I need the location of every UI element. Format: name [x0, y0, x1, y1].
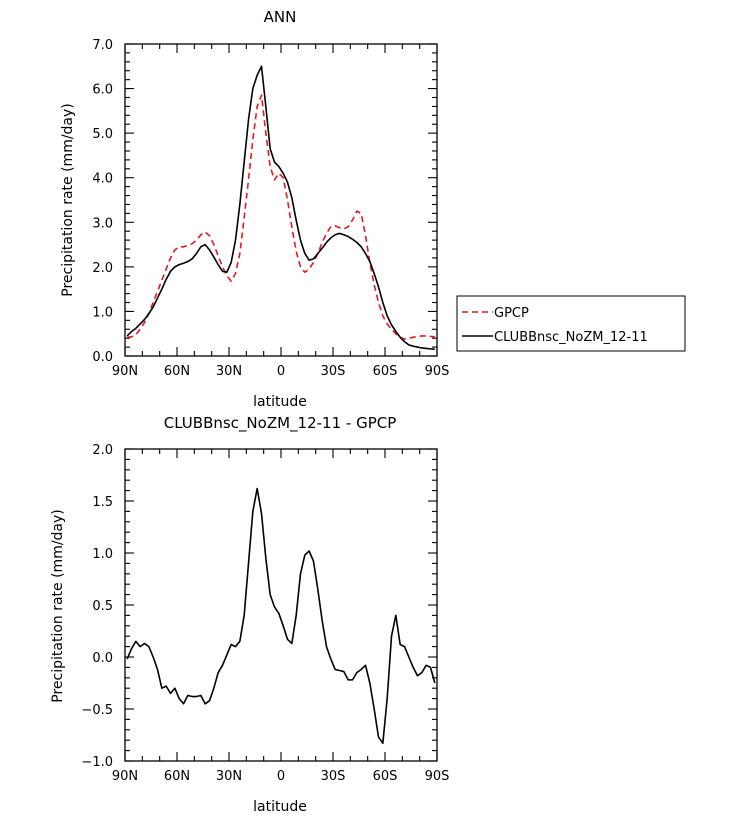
x-tick-label-1: 60N: [164, 364, 190, 379]
top-panel-ticks: 90N 60N 30N 0 30S 60S 90S 0.0 1.0 2.0 3.0 4.0 5.0 6.0…: [92, 38, 449, 379]
top-panel-annual-precipitation: ANN Precipitation rate (mm/day) latitude…: [60, 8, 449, 410]
y-tick-label-4: 4.0: [92, 172, 113, 187]
top-panel-axis-frame: [124, 43, 438, 357]
x-tick-label-5: 60S: [373, 364, 398, 379]
x-tick-label-5: 60S: [373, 769, 398, 784]
legend: GPCP CLUBBnsc_NoZM_12-11: [456, 295, 686, 352]
y-tick-label-1: −0.5: [81, 703, 113, 718]
bottom-panel-ticks: 90N 60N 30N 0 30S 60S 90S −1.0 −0.5 0.0 0.5 1.0 1.5 2…: [81, 443, 449, 784]
bottom-panel-series: [126, 487, 436, 745]
bottom-panel-xlabel: latitude: [253, 799, 307, 815]
top-panel-ylabel: Precipitation rate (mm/day): [60, 103, 76, 297]
legend-box: [456, 295, 686, 352]
x-tick-label-0: 90N: [112, 769, 138, 784]
bottom-panel-axis-frame: [124, 448, 438, 762]
y-tick-label-6: 6.0: [92, 83, 113, 98]
series-line-difference: [126, 487, 436, 745]
legend-model-label: CLUBBnsc_NoZM_12-11: [494, 330, 648, 345]
y-tick-label-5: 5.0: [92, 127, 113, 142]
x-tick-label-6: 90S: [425, 364, 450, 379]
top-panel-series: [126, 65, 435, 351]
legend-gpcp-label: GPCP: [494, 306, 529, 321]
x-tick-label-2: 30N: [216, 769, 242, 784]
series-line-gpcp: [127, 94, 435, 340]
series-line-clubbnsc-nozm-12-11: [126, 65, 435, 351]
x-tick-label-2: 30N: [216, 364, 242, 379]
x-tick-label-6: 90S: [425, 769, 450, 784]
y-tick-label-1: 1.0: [92, 305, 113, 320]
y-tick-label-2: 2.0: [92, 261, 113, 276]
y-tick-label-3: 3.0: [92, 216, 113, 231]
y-tick-label-3: 0.5: [92, 599, 113, 614]
top-panel-title: ANN: [264, 8, 297, 26]
top-panel-xlabel: latitude: [253, 394, 307, 410]
bottom-panel-ylabel: Precipitation rate (mm/day): [50, 509, 66, 703]
bottom-panel-difference: CLUBBnsc_NoZM_12-11 - GPCP Precipitation…: [50, 414, 449, 815]
x-tick-label-1: 60N: [164, 769, 190, 784]
y-tick-label-4: 1.0: [92, 547, 113, 562]
x-tick-label-3: 0: [277, 364, 285, 379]
x-tick-label-4: 30S: [321, 364, 346, 379]
y-tick-label-0: 0.0: [92, 350, 113, 365]
x-tick-label-0: 90N: [112, 364, 138, 379]
bottom-panel-title: CLUBBnsc_NoZM_12-11 - GPCP: [164, 414, 397, 433]
x-tick-label-3: 0: [277, 769, 285, 784]
y-tick-label-0: −1.0: [81, 755, 113, 770]
y-tick-label-2: 0.0: [92, 651, 113, 666]
y-tick-label-7: 7.0: [92, 38, 113, 53]
y-tick-label-6: 2.0: [92, 443, 113, 458]
y-tick-label-5: 1.5: [92, 495, 113, 510]
x-tick-label-4: 30S: [321, 769, 346, 784]
